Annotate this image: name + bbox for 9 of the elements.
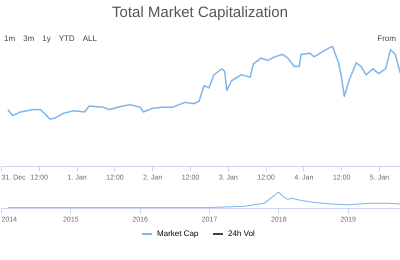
legend-label: Market Cap xyxy=(157,229,199,238)
text: 1m xyxy=(4,34,16,42)
legend-label: 24h Vol xyxy=(228,229,255,238)
text: YTD xyxy=(58,34,75,42)
text: 1y xyxy=(42,34,51,42)
text: ALL xyxy=(82,34,97,42)
text: 3m xyxy=(23,34,34,42)
chart-title: Total Market Capitalization xyxy=(111,4,289,23)
text: From xyxy=(377,34,396,42)
